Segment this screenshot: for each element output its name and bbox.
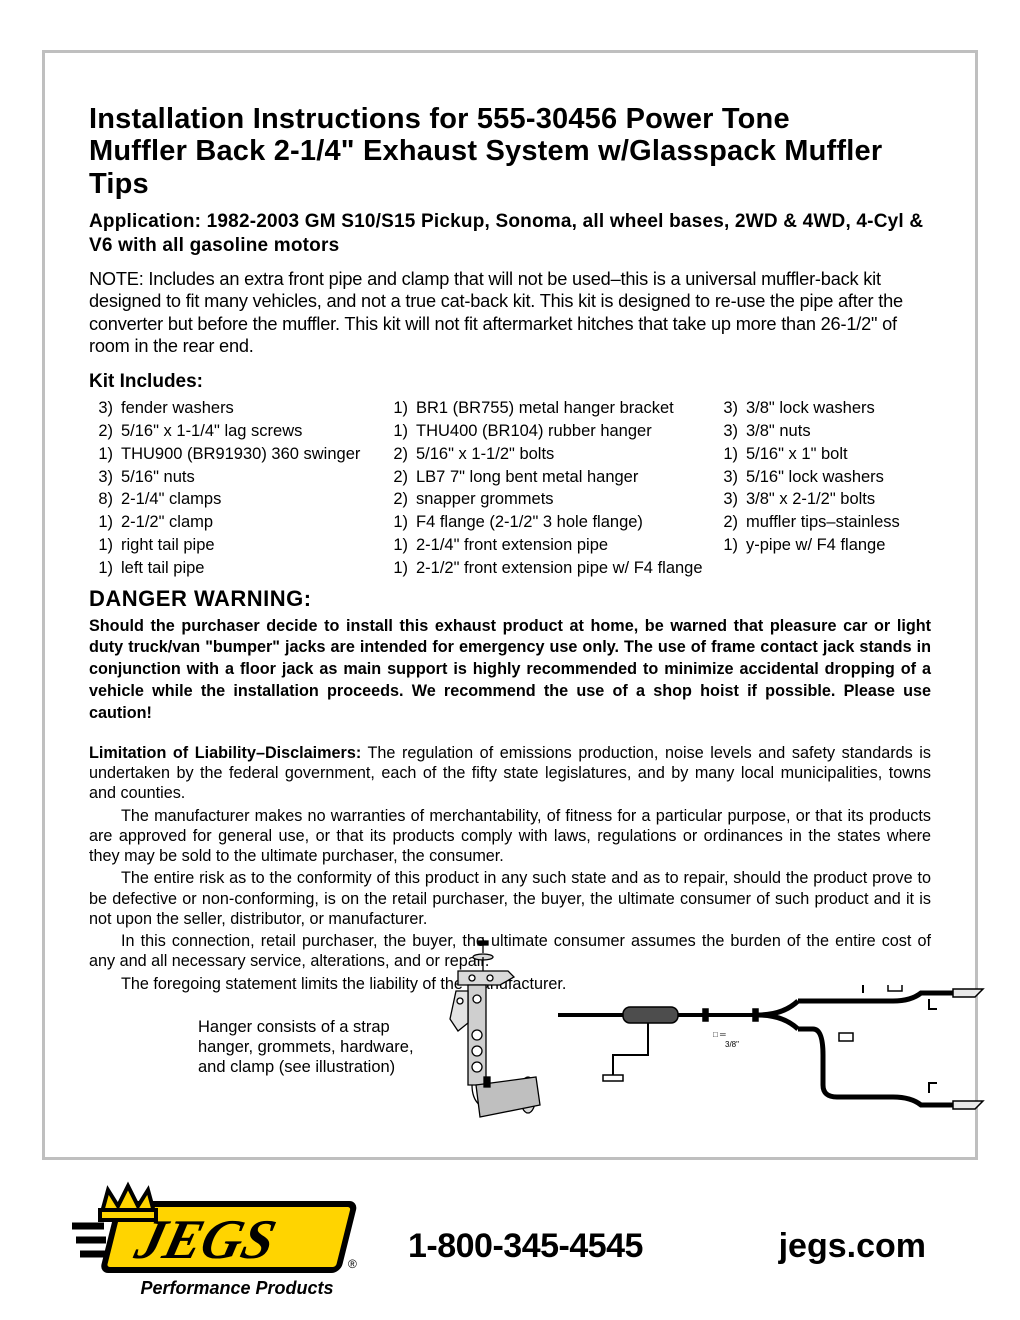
danger-warning-body: Should the purchaser decide to install t…: [89, 616, 931, 725]
disclaimer-lead: Limitation of Liability–Disclaimers:: [89, 744, 361, 762]
kit-item: 1)2-1/4" front extension pipe: [384, 534, 714, 557]
logo-tagline: Performance Products: [140, 1278, 333, 1298]
jegs-logo-icon: JEGS ® Performance Products: [72, 1174, 372, 1304]
title-line-2: Muffler Back 2-1/4" Exhaust System w/Gla…: [89, 135, 882, 199]
kit-item: 3)5/16" nuts: [89, 466, 384, 489]
kit-item: 3)5/16" lock washers: [714, 466, 931, 489]
kit-item: 2)LB7 7" long bent metal hanger: [384, 466, 714, 489]
website-url: jegs.com: [779, 1227, 926, 1266]
document-page: Installation Instructions for 555-30456 …: [42, 50, 978, 1160]
illustration-caption: Hanger consists of a strap hanger, gromm…: [198, 1017, 418, 1077]
kit-column-2: 1)BR1 (BR755) metal hanger bracket 1)THU…: [384, 397, 714, 579]
kit-item: 1)BR1 (BR755) metal hanger bracket: [384, 397, 714, 420]
kit-columns: 3)fender washers 2)5/16" x 1-1/4" lag sc…: [89, 397, 931, 579]
disclaimer-p3: The entire risk as to the conformity of …: [89, 868, 931, 929]
kit-item: 3)fender washers: [89, 397, 384, 420]
kit-item: 2)snapper grommets: [384, 488, 714, 511]
kit-column-3: 3)3/8" lock washers 3)3/8" nuts 1)5/16" …: [714, 397, 931, 579]
doc-title: Installation Instructions for 555-30456 …: [89, 103, 931, 200]
disclaimer-p2: The manufacturer makes no warranties of …: [89, 806, 931, 867]
danger-warning-heading: DANGER WARNING:: [89, 586, 931, 612]
kit-item: 1)2-1/2" clamp: [89, 511, 384, 534]
kit-item: 8)2-1/4" clamps: [89, 488, 384, 511]
kit-item: 1)y-pipe w/ F4 flange: [714, 534, 931, 557]
kit-item: 1)5/16" x 1" bolt: [714, 443, 931, 466]
disclaimer-p1: Limitation of Liability–Disclaimers: The…: [89, 743, 931, 804]
kit-item: 3)3/8" nuts: [714, 420, 931, 443]
kit-column-1: 3)fender washers 2)5/16" x 1-1/4" lag sc…: [89, 397, 384, 579]
diagram-label: □ ═: [713, 1030, 726, 1039]
kit-includes-heading: Kit Includes:: [89, 371, 931, 393]
kit-item: 1)THU400 (BR104) rubber hanger: [384, 420, 714, 443]
diagram-label: 3/8": [725, 1040, 739, 1049]
logo-brand-text: JEGS: [128, 1209, 281, 1271]
application-line: Application: 1982-2003 GM S10/S15 Pickup…: [89, 210, 931, 258]
kit-item: 2)muffler tips–stainless: [714, 511, 931, 534]
kit-item: 1)right tail pipe: [89, 534, 384, 557]
hanger-diagram-icon: [428, 935, 558, 1135]
kit-item: 2)5/16" x 1-1/2" bolts: [384, 443, 714, 466]
page-footer: JEGS ® Performance Products 1-800-345-45…: [60, 1182, 960, 1302]
title-line-1: Installation Instructions for 555-30456 …: [89, 103, 790, 135]
kit-item: 2)5/16" x 1-1/4" lag screws: [89, 420, 384, 443]
kit-item: 1)F4 flange (2-1/2" 3 hole flange): [384, 511, 714, 534]
kit-item: 1)THU900 (BR91930) 360 swinger: [89, 443, 384, 466]
svg-text:®: ®: [348, 1257, 357, 1271]
kit-item: 1)2-1/2" front extension pipe w/ F4 flan…: [384, 557, 714, 580]
kit-item: 3)3/8" lock washers: [714, 397, 931, 420]
phone-number: 1-800-345-4545: [408, 1227, 643, 1266]
note-paragraph: NOTE: Includes an extra front pipe and c…: [89, 268, 931, 358]
exhaust-system-diagram-icon: 3/8" □ ═: [553, 985, 993, 1125]
illustration-area: Hanger consists of a strap hanger, gromm…: [133, 955, 915, 1135]
kit-item: 3)3/8" x 2-1/2" bolts: [714, 488, 931, 511]
kit-item: 1)left tail pipe: [89, 557, 384, 580]
